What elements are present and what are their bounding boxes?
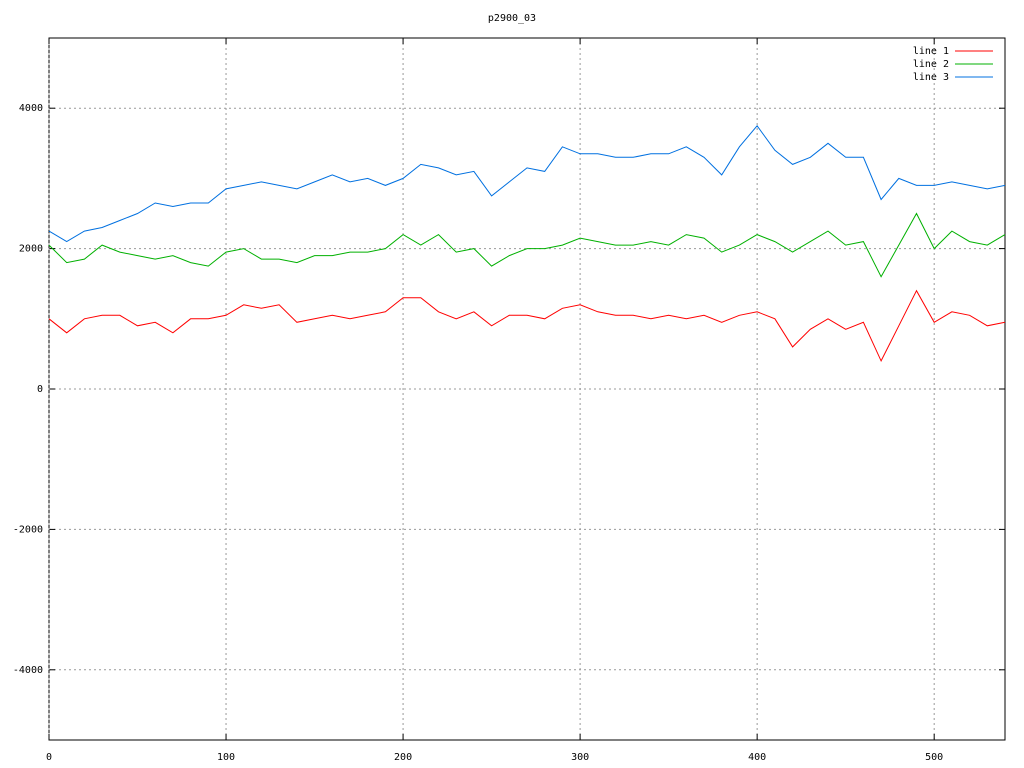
legend-label: line 2: [913, 59, 949, 70]
x-tick-label: 0: [46, 752, 52, 763]
plot-frame: [48, 37, 1006, 741]
y-tick-label: 4000: [19, 103, 43, 114]
x-tick-label: 500: [925, 752, 943, 763]
chart-title: p2900_03: [488, 13, 536, 24]
series-line: [48, 124, 1006, 243]
y-tick-label: 0: [37, 384, 43, 395]
x-tick-label: 200: [394, 752, 412, 763]
x-tick-label: 100: [217, 752, 235, 763]
y-tick-label: 2000: [19, 244, 43, 255]
series-line: [48, 289, 1006, 363]
x-tick-label: 300: [571, 752, 589, 763]
series-line: [48, 212, 1006, 278]
y-tick-label: -2000: [13, 524, 43, 535]
x-tick-label: 400: [748, 752, 766, 763]
legend-label: line 3: [913, 72, 949, 83]
legend-label: line 1: [913, 46, 949, 57]
y-tick-label: -4000: [13, 665, 43, 676]
